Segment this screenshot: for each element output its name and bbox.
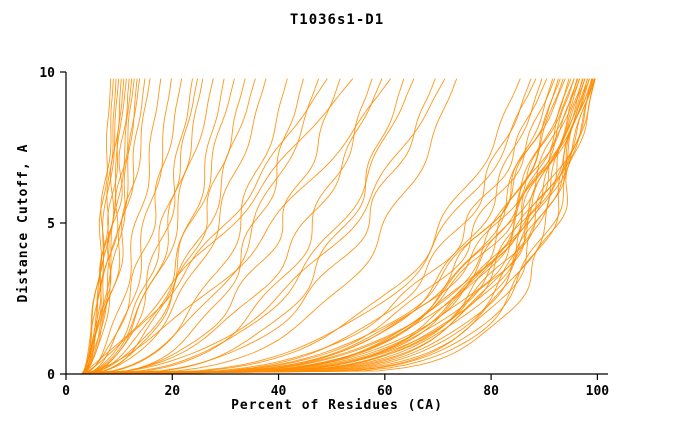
model-curve — [81, 78, 596, 374]
curve-group — [81, 78, 596, 374]
model-curve — [81, 78, 267, 374]
model-curve — [81, 78, 596, 374]
model-curve — [81, 78, 586, 374]
x-tick-label: 0 — [62, 384, 70, 399]
model-curve — [81, 78, 204, 374]
model-curve — [81, 78, 548, 374]
model-curve — [81, 78, 595, 374]
model-curve — [81, 78, 588, 374]
model-curve — [81, 78, 537, 374]
y-tick-label: 5 — [47, 217, 55, 232]
x-tick-label: 100 — [586, 384, 610, 399]
model-curve — [81, 78, 594, 374]
model-curve — [81, 78, 593, 374]
chart-title: T1036s1-D1 — [289, 12, 385, 28]
model-curve — [81, 78, 354, 374]
model-curve — [81, 78, 458, 374]
model-curve — [81, 78, 235, 374]
model-curve — [81, 78, 581, 374]
model-curve — [81, 78, 575, 374]
model-curve — [81, 78, 328, 374]
model-curve — [81, 78, 304, 374]
x-tick-label: 40 — [271, 384, 287, 399]
model-curve — [81, 78, 578, 374]
model-curve — [81, 78, 341, 374]
model-curve — [81, 78, 256, 374]
model-curve — [81, 78, 225, 374]
model-curve — [81, 78, 162, 374]
model-curve — [81, 78, 595, 374]
model-curve — [81, 78, 246, 374]
model-curve — [81, 78, 320, 374]
model-curve — [81, 78, 446, 374]
model-curve — [81, 78, 383, 374]
x-tick-label: 80 — [483, 384, 499, 399]
model-curve — [81, 78, 580, 374]
model-curve — [81, 78, 120, 374]
model-curve — [81, 78, 589, 374]
model-curve — [81, 78, 415, 374]
model-curve — [81, 78, 151, 374]
model-curve — [81, 78, 566, 374]
model-curve — [81, 78, 556, 374]
model-curve — [81, 78, 521, 374]
model-curve — [81, 78, 214, 374]
model-curve — [81, 78, 391, 374]
model-curve — [81, 78, 594, 374]
model-curve — [81, 78, 579, 374]
y-tick-label: 0 — [47, 368, 55, 383]
model-curve — [81, 78, 183, 374]
model-curve — [81, 78, 193, 374]
model-curve — [81, 78, 405, 374]
model-curve — [81, 78, 583, 374]
model-curve — [81, 78, 586, 374]
model-curve — [81, 78, 133, 374]
x-tick-label: 20 — [164, 384, 180, 399]
model-curve — [81, 78, 543, 374]
model-curve — [81, 78, 125, 374]
y-tick-label: 10 — [39, 66, 55, 81]
model-curve — [81, 78, 436, 374]
model-curve — [81, 78, 532, 374]
x-axis-label: Percent of Residues (CA) — [231, 398, 443, 413]
model-curve — [81, 78, 288, 374]
model-curve — [81, 78, 130, 374]
model-curve — [81, 78, 135, 374]
model-curve — [81, 78, 138, 374]
x-tick-label: 60 — [377, 384, 393, 399]
model-curve — [81, 78, 584, 374]
model-curve — [81, 78, 172, 374]
model-curve — [81, 78, 199, 374]
model-curve — [81, 78, 146, 374]
